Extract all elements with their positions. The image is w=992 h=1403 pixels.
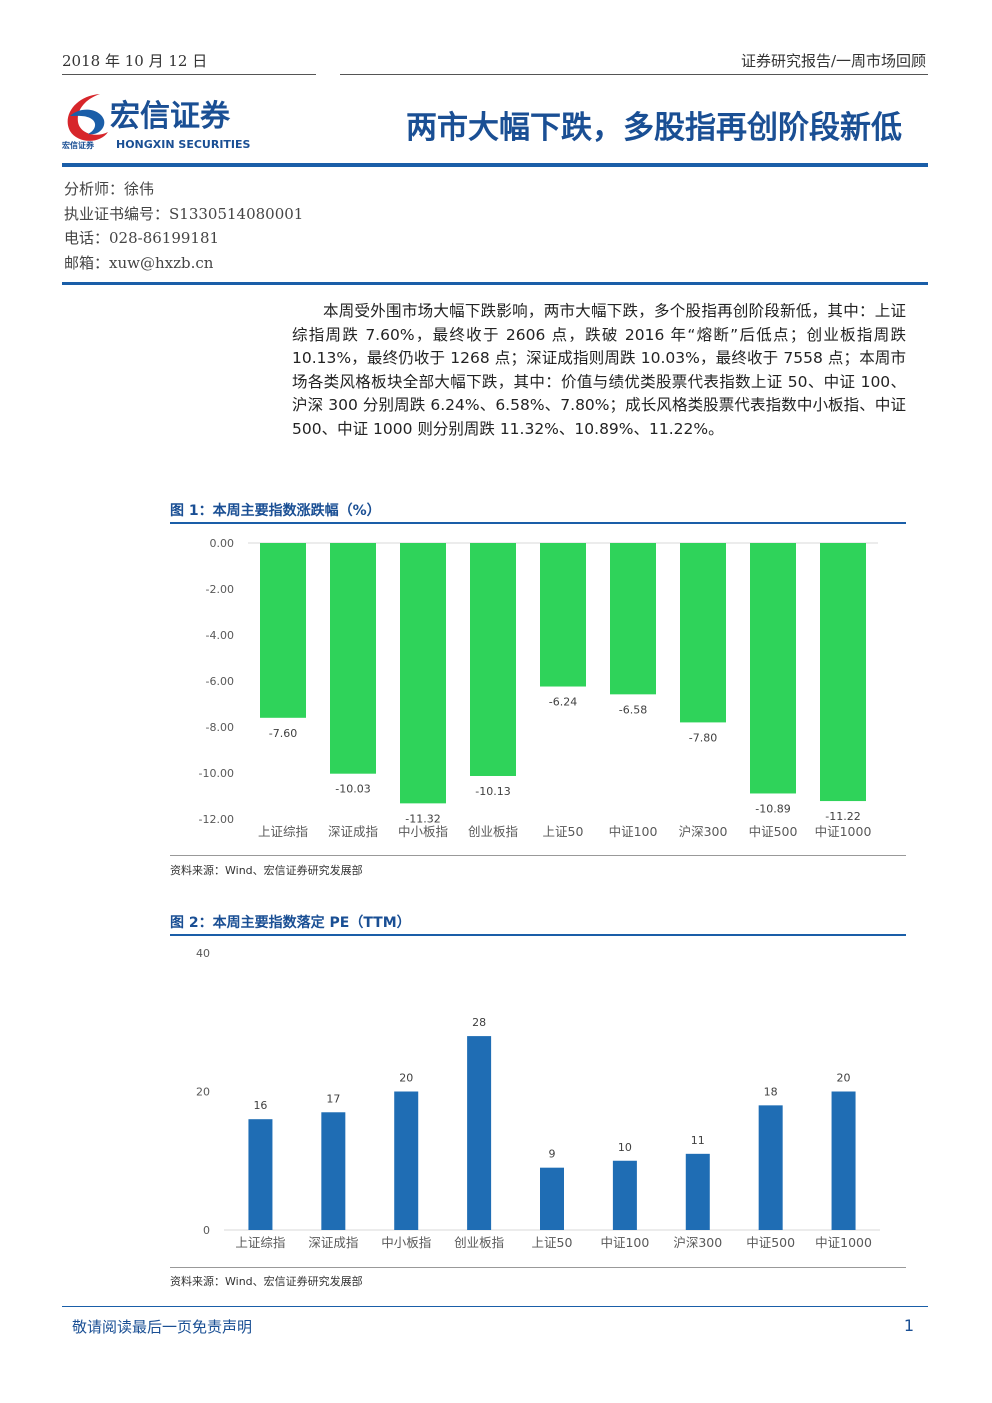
chart: 0.00 -2.00 -4.00 -6.00 -8.00 -10.00 -12.00 上证综指… (199, 537, 878, 839)
x-tick-label: 中小板指 (381, 1235, 431, 1250)
report-type: 证券研究报告/一周市场回顾 (740, 52, 926, 70)
page-number: 1 (903, 1316, 914, 1335)
bar (321, 1112, 346, 1230)
y-tick-label: 20 (196, 1086, 210, 1099)
bar (610, 543, 656, 695)
value-label: -7.80 (689, 731, 717, 744)
rule (62, 163, 928, 167)
rule (340, 74, 928, 75)
rule (170, 522, 906, 524)
x-tick-label: 中证500 (746, 1235, 795, 1250)
value-label: -10.89 (755, 802, 790, 815)
value-label: 28 (472, 1016, 486, 1029)
bar (758, 1105, 783, 1230)
value-label: 9 (549, 1148, 556, 1161)
value-label: 11 (691, 1134, 705, 1147)
value-label: 20 (837, 1072, 851, 1085)
bar (467, 1036, 492, 1230)
bar (260, 543, 306, 718)
value-label: 18 (764, 1085, 778, 1098)
logo-en: HONGXIN SECURITIES (116, 138, 251, 151)
value-label: 10 (618, 1141, 632, 1154)
value-label: -10.13 (475, 785, 510, 798)
logo-small: 宏信证券 (62, 140, 95, 150)
value-label: -7.60 (269, 727, 297, 740)
x-tick-label: 中证100 (609, 824, 658, 839)
x-tick-label: 创业板指 (454, 1235, 504, 1250)
x-tick-label: 创业板指 (468, 824, 518, 839)
x-tick-label: 上证50 (543, 824, 584, 839)
value-label: 16 (253, 1099, 267, 1112)
rule (62, 1306, 928, 1307)
bar (540, 1167, 564, 1230)
rule (62, 74, 316, 75)
rule (170, 1267, 906, 1268)
value-label: -10.03 (335, 783, 370, 796)
y-tick-label: 0 (203, 1224, 210, 1237)
y-tick-label: -6.00 (206, 675, 234, 688)
analyst-line: 分析师：徐伟 (64, 180, 155, 198)
analyst: 分析师：徐伟 执业证书编号：S1330514080001 电话：028-8619… (64, 177, 303, 275)
value-label: -11.22 (825, 810, 860, 823)
bar (400, 543, 446, 804)
x-tick-label: 沪深300 (679, 824, 728, 839)
x-tick-label: 中小板指 (398, 824, 448, 839)
y-tick-label: -10.00 (199, 767, 234, 780)
logo: 宏信证券 宏信证券 HONGXIN SECURITIES (62, 94, 251, 151)
x-tick-label: 中证500 (749, 824, 798, 839)
logo-cn: 宏信证券 (110, 99, 231, 134)
bar (612, 1160, 637, 1230)
logo-swirl (70, 109, 105, 135)
x-tick-label: 中证1000 (815, 1235, 872, 1250)
value-label: 17 (326, 1092, 340, 1105)
x-tick-label: 上证综指 (258, 824, 308, 839)
source: 资料来源：Wind、宏信证券研究发展部 (170, 1275, 363, 1288)
chart-title: 图 2：本周主要指数落定 PE（TTM） (170, 915, 411, 931)
bar (394, 1091, 419, 1230)
y-tick-label: 0.00 (210, 537, 235, 550)
x-tick-label: 中证1000 (815, 824, 872, 839)
bar (248, 1119, 273, 1230)
bar (831, 1091, 856, 1230)
rule (62, 282, 928, 285)
analyst-line: 电话：028-86199181 (64, 229, 220, 247)
analyst-line: 邮箱：xuw@hxzb.cn (64, 253, 214, 272)
y-tick-label: 40 (196, 947, 210, 960)
y-tick-label: -4.00 (206, 629, 234, 642)
source: 资料来源：Wind、宏信证券研究发展部 (170, 864, 363, 877)
bar (820, 543, 866, 802)
summary: 本周受外围市场大幅下跌影响，两市大幅下跌，多个股指再创阶段新低，其中：上证综指周… (292, 302, 906, 438)
bar (470, 543, 516, 776)
x-tick-label: 上证50 (532, 1235, 573, 1250)
y-tick-label: -12.00 (199, 813, 234, 826)
bar (680, 543, 726, 723)
x-tick-label: 深证成指 (328, 824, 378, 839)
x-tick-label: 上证综指 (235, 1235, 285, 1250)
x-tick-label: 深证成指 (308, 1235, 358, 1250)
report-title: 两市大幅下跌，多股指再创阶段新低 (406, 110, 902, 146)
chart-title: 图 1：本周主要指数涨跌幅（%） (170, 503, 381, 519)
x-tick-label: 中证100 (600, 1235, 649, 1250)
value-label: -11.32 (405, 812, 440, 825)
value-label: 20 (399, 1072, 413, 1085)
rule (170, 934, 906, 936)
y-tick-label: -8.00 (206, 721, 234, 734)
logo-swirl (67, 94, 108, 141)
bar (750, 543, 796, 794)
disclaimer: 敬请阅读最后一页免责声明 (72, 1318, 253, 1336)
analyst-line: 执业证书编号：S1330514080001 (64, 204, 304, 223)
bar (685, 1153, 710, 1230)
x-tick-label: 沪深300 (673, 1235, 722, 1250)
bar (330, 543, 376, 774)
y-tick-label: -2.00 (206, 583, 234, 596)
chart: 0 20 40 上证综指 16 深证成指 17 中小板指 20 创业板指 28 上证50 9 中证100 1… (196, 947, 880, 1250)
value-label: -6.24 (549, 696, 577, 709)
rule (170, 855, 906, 856)
date: 2018 年 10 月 12 日 (62, 52, 208, 70)
bar (540, 543, 586, 687)
value-label: -6.58 (619, 703, 647, 716)
